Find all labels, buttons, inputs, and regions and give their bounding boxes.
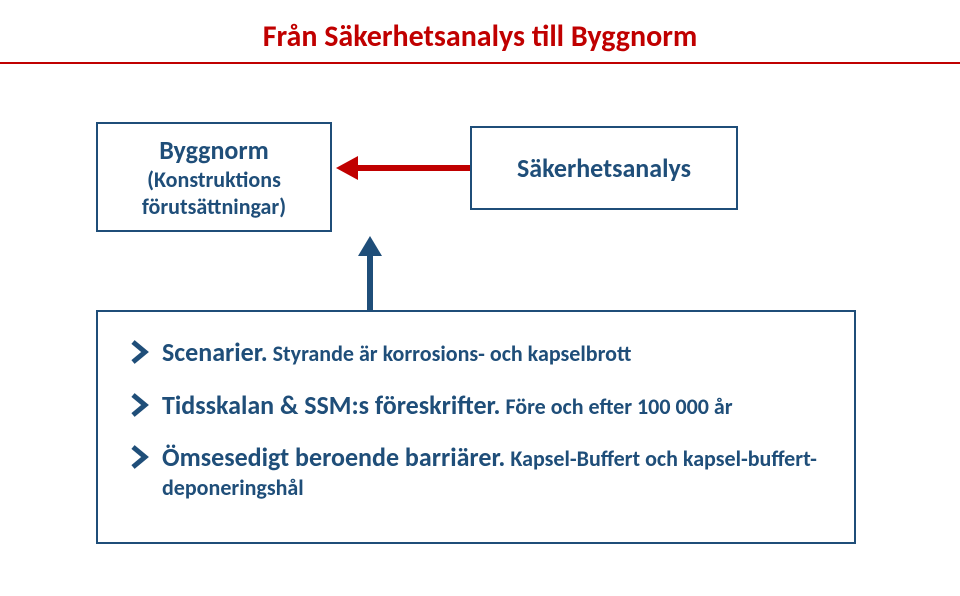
chevron-right-icon <box>128 393 152 417</box>
bullet-lead: Ömsesedigt beroende barriärer. <box>162 441 505 473</box>
bullet-row: Ömsesedigt beroende barriärer. Kapsel-Bu… <box>128 441 824 501</box>
bullet-text: Ömsesedigt beroende barriärer. Kapsel-Bu… <box>162 441 824 501</box>
bullets-container: Scenarier. Styrande är korrosions- och k… <box>128 336 824 501</box>
bullet-row: Scenarier. Styrande är korrosions- och k… <box>128 336 824 369</box>
bullet-lead: Scenarier. <box>162 336 268 368</box>
bullet-text: Scenarier. Styrande är korrosions- och k… <box>162 336 824 369</box>
box-bullets: Scenarier. Styrande är korrosions- och k… <box>96 310 856 544</box>
bullet-lead: Tidsskalan & SSM:s föreskrifter. <box>162 389 500 421</box>
bullet-text: Tidsskalan & SSM:s föreskrifter. Före oc… <box>162 389 824 422</box>
chevron-right-icon <box>128 445 152 469</box>
bullet-rest: Före och efter 100 000 år <box>500 393 732 420</box>
chevron-right-icon <box>128 340 152 364</box>
bullet-row: Tidsskalan & SSM:s föreskrifter. Före oc… <box>128 389 824 422</box>
bullet-rest: Styrande är korrosions- och kapselbrott <box>268 340 632 367</box>
